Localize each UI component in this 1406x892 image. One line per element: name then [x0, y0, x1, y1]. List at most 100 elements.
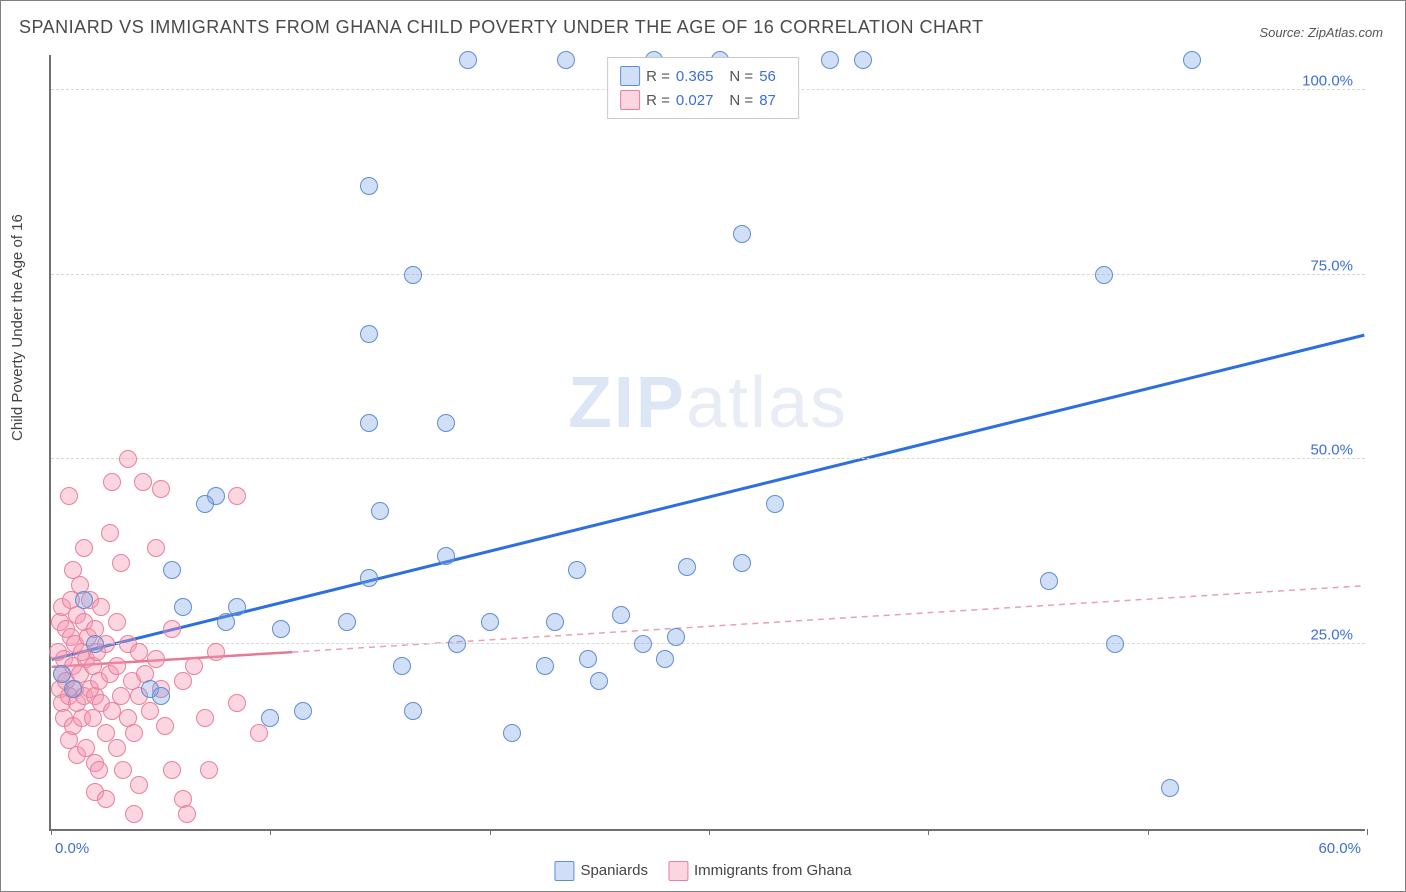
data-point-ghana: [147, 650, 165, 668]
y-tick-label: 50.0%: [1310, 442, 1353, 459]
n-value-ghana: 87: [759, 92, 776, 109]
swatch-spaniards: [620, 66, 640, 86]
watermark-prefix: ZIP: [568, 363, 686, 443]
source-attribution: Source: ZipAtlas.com: [1259, 25, 1383, 40]
data-point-ghana: [228, 487, 246, 505]
data-point-ghana: [125, 724, 143, 742]
data-point-spaniards: [86, 635, 104, 653]
data-point-spaniards: [437, 547, 455, 565]
data-point-spaniards: [217, 613, 235, 631]
data-point-spaniards: [733, 554, 751, 572]
data-point-ghana: [125, 805, 143, 823]
x-tick-mark: [928, 829, 929, 835]
chart-container: SPANIARD VS IMMIGRANTS FROM GHANA CHILD …: [0, 0, 1406, 892]
data-point-spaniards: [1183, 51, 1201, 69]
swatch-spaniards: [554, 861, 574, 881]
data-point-spaniards: [196, 495, 214, 513]
data-point-ghana: [196, 709, 214, 727]
data-point-spaniards: [612, 606, 630, 624]
r-value-spaniards: 0.365: [676, 68, 714, 85]
data-point-spaniards: [448, 635, 466, 653]
data-point-ghana: [185, 657, 203, 675]
data-point-spaniards: [579, 650, 597, 668]
data-point-spaniards: [546, 613, 564, 631]
data-point-spaniards: [163, 561, 181, 579]
data-point-ghana: [92, 598, 110, 616]
data-point-spaniards: [360, 325, 378, 343]
data-point-ghana: [141, 702, 159, 720]
y-tick-label: 100.0%: [1302, 72, 1353, 89]
data-point-spaniards: [272, 620, 290, 638]
data-point-spaniards: [667, 628, 685, 646]
data-point-spaniards: [481, 613, 499, 631]
plot-area: ZIPatlas 25.0%50.0%75.0%100.0%0.0%60.0%: [49, 55, 1365, 831]
data-point-ghana: [156, 717, 174, 735]
data-point-spaniards: [174, 598, 192, 616]
data-point-ghana: [108, 657, 126, 675]
data-point-ghana: [147, 539, 165, 557]
n-label: N =: [729, 68, 753, 85]
trend-lines: [51, 55, 1365, 829]
x-tick-label: 60.0%: [1318, 840, 1361, 857]
swatch-ghana: [668, 861, 688, 881]
y-axis-label: Child Poverty Under the Age of 16: [9, 214, 26, 441]
correlation-legend: R = 0.365 N = 56 R = 0.027 N = 87: [607, 57, 799, 119]
watermark: ZIPatlas: [568, 362, 848, 444]
data-point-ghana: [134, 473, 152, 491]
data-point-spaniards: [152, 687, 170, 705]
data-point-spaniards: [590, 672, 608, 690]
data-point-ghana: [228, 694, 246, 712]
y-tick-label: 25.0%: [1310, 627, 1353, 644]
gridline-horizontal: [51, 643, 1365, 644]
data-point-ghana: [108, 739, 126, 757]
data-point-spaniards: [536, 657, 554, 675]
gridline-horizontal: [51, 458, 1365, 459]
data-point-ghana: [103, 473, 121, 491]
data-point-ghana: [163, 620, 181, 638]
legend-item-ghana: Immigrants from Ghana: [668, 861, 852, 881]
data-point-spaniards: [568, 561, 586, 579]
data-point-spaniards: [766, 495, 784, 513]
x-tick-mark: [1367, 829, 1368, 835]
x-tick-mark: [709, 829, 710, 835]
correlation-row-ghana: R = 0.027 N = 87: [620, 88, 786, 112]
data-point-spaniards: [393, 657, 411, 675]
r-label: R =: [646, 92, 670, 109]
data-point-spaniards: [404, 266, 422, 284]
data-point-spaniards: [459, 51, 477, 69]
data-point-spaniards: [854, 51, 872, 69]
watermark-suffix: atlas: [686, 363, 848, 443]
x-tick-mark: [270, 829, 271, 835]
data-point-ghana: [200, 761, 218, 779]
data-point-spaniards: [557, 51, 575, 69]
series-legend: Spaniards Immigrants from Ghana: [554, 861, 851, 881]
data-point-spaniards: [228, 598, 246, 616]
data-point-ghana: [152, 480, 170, 498]
data-point-spaniards: [261, 709, 279, 727]
data-point-spaniards: [360, 414, 378, 432]
data-point-spaniards: [360, 569, 378, 587]
data-point-ghana: [101, 524, 119, 542]
x-tick-label: 0.0%: [55, 840, 89, 857]
data-point-spaniards: [64, 680, 82, 698]
data-point-ghana: [114, 761, 132, 779]
data-point-spaniards: [1095, 266, 1113, 284]
data-point-ghana: [97, 790, 115, 808]
data-point-ghana: [112, 687, 130, 705]
data-point-spaniards: [503, 724, 521, 742]
n-label: N =: [729, 92, 753, 109]
data-point-spaniards: [678, 558, 696, 576]
data-point-spaniards: [1106, 635, 1124, 653]
data-point-ghana: [119, 450, 137, 468]
data-point-ghana: [250, 724, 268, 742]
data-point-spaniards: [1161, 779, 1179, 797]
data-point-spaniards: [1040, 572, 1058, 590]
data-point-ghana: [130, 776, 148, 794]
chart-title: SPANIARD VS IMMIGRANTS FROM GHANA CHILD …: [19, 17, 984, 38]
data-point-spaniards: [404, 702, 422, 720]
x-tick-mark: [1148, 829, 1149, 835]
swatch-ghana: [620, 90, 640, 110]
legend-label-spaniards: Spaniards: [580, 862, 648, 879]
legend-label-ghana: Immigrants from Ghana: [694, 862, 852, 879]
data-point-ghana: [75, 539, 93, 557]
